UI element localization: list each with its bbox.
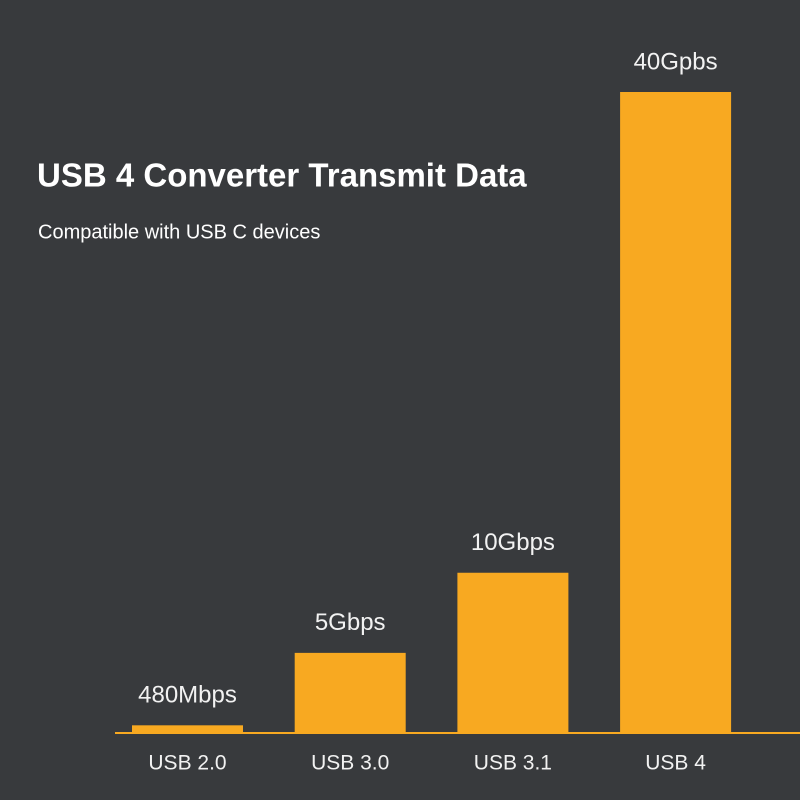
bar xyxy=(132,725,243,733)
x-tick-label: USB 2.0 xyxy=(148,752,226,775)
bar xyxy=(294,652,406,733)
value-label: 5Gbps xyxy=(315,609,386,636)
value-label: 480Mbps xyxy=(138,682,237,709)
bar xyxy=(620,92,732,733)
x-tick-label: USB 3.0 xyxy=(311,752,389,775)
value-label: 40Gpbs xyxy=(634,48,718,75)
x-tick-label: USB 4 xyxy=(645,752,706,775)
value-label: 10Gbps xyxy=(471,529,555,556)
chart-subtitle: Compatible with USB C devices xyxy=(38,221,320,243)
chart-title: USB 4 Converter Transmit Data xyxy=(37,157,527,194)
x-tick-label: USB 3.1 xyxy=(474,752,552,775)
bar xyxy=(457,572,569,733)
